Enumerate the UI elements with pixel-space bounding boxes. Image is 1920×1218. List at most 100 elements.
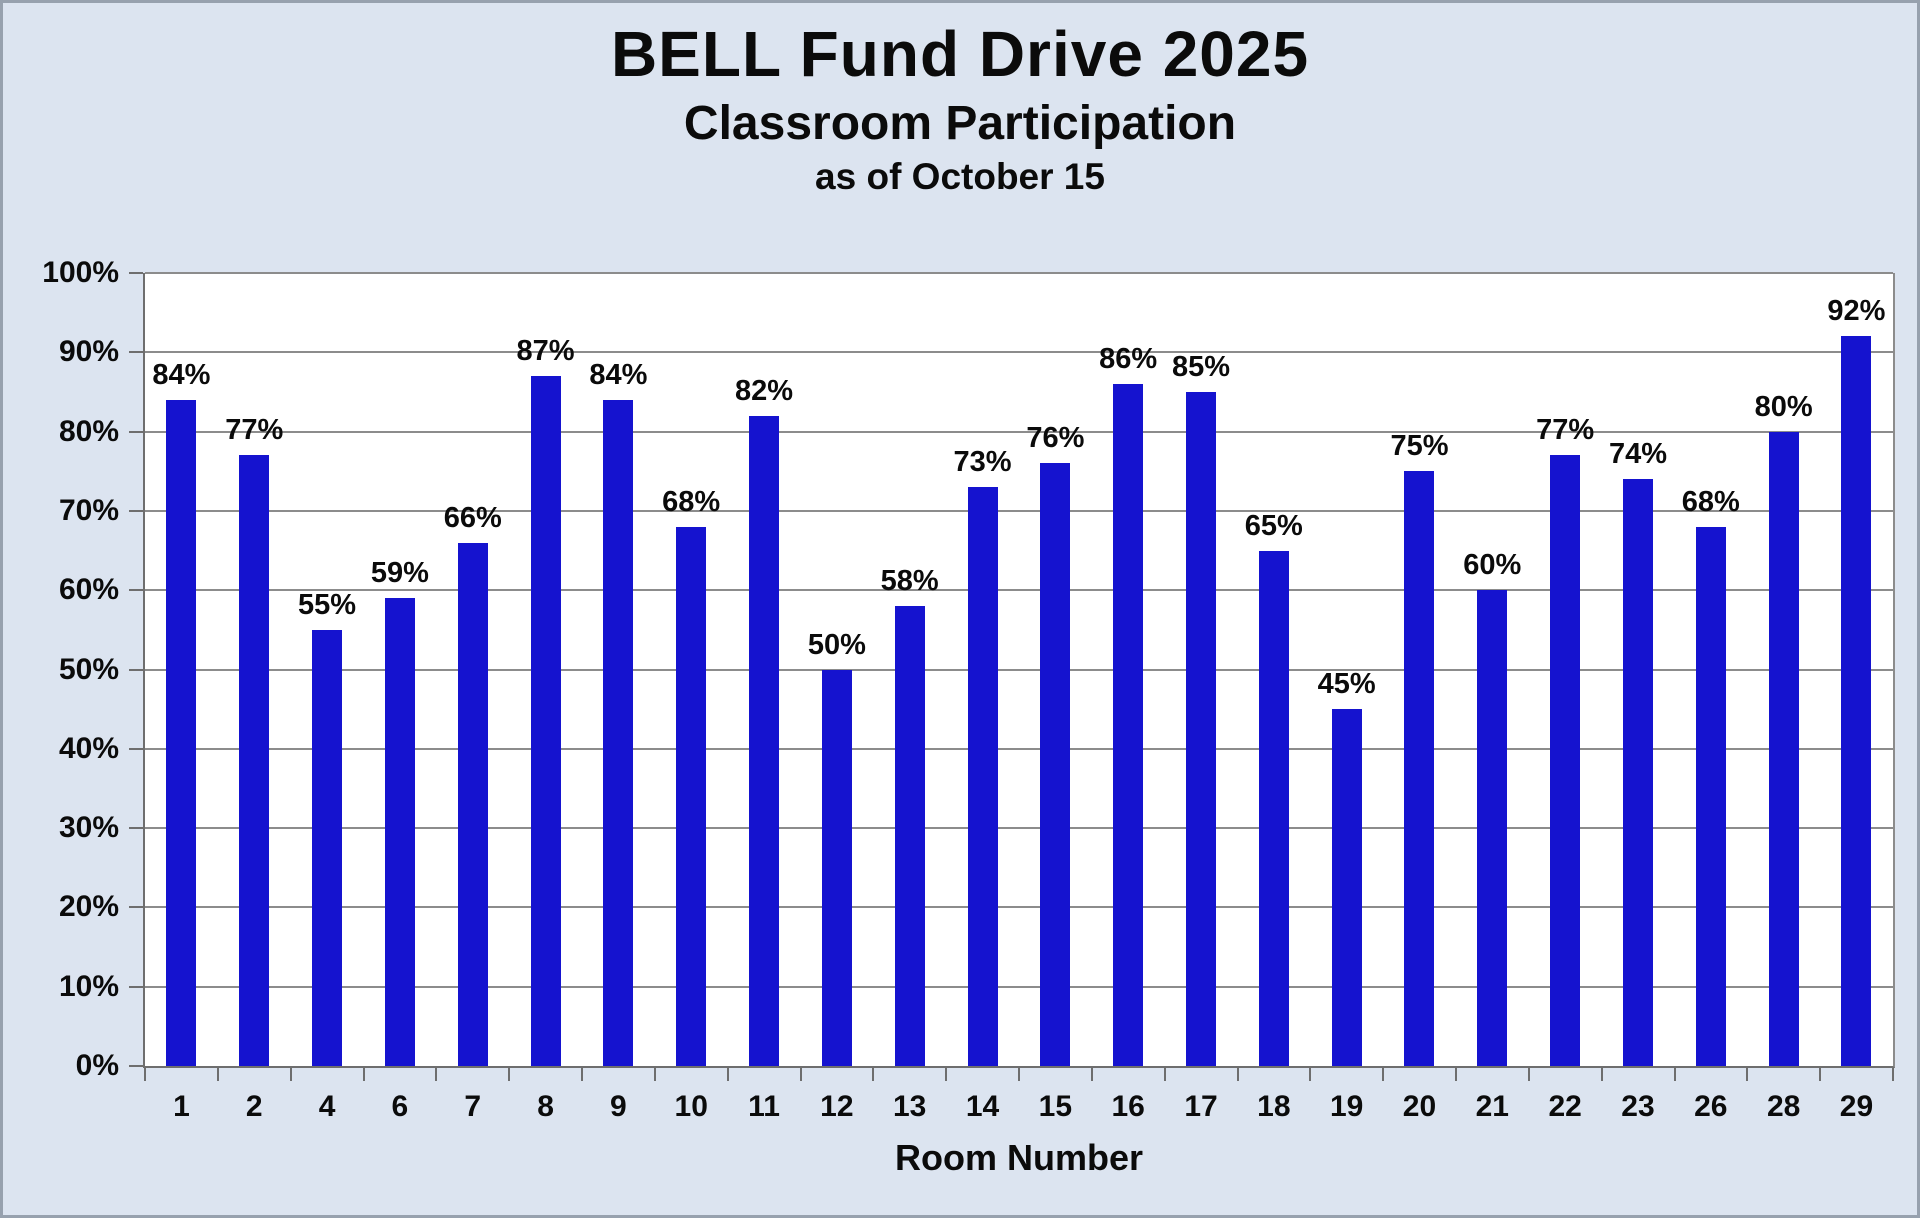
x-tick-24 xyxy=(1892,1068,1894,1081)
y-tick-70% xyxy=(129,509,143,512)
y-tick-label-20%: 20% xyxy=(58,890,119,924)
bar-value-label-room-15: 76% xyxy=(1026,422,1085,455)
x-tick-1 xyxy=(216,1068,219,1081)
x-tick-6 xyxy=(581,1068,583,1081)
category-slot-17: 85% 17 xyxy=(1165,273,1238,1121)
bar-room-16 xyxy=(1113,384,1144,1066)
category-slot-1: 84% 1 xyxy=(145,273,218,1121)
gridline-50% xyxy=(145,668,1893,671)
bar-room-22 xyxy=(1550,455,1581,1066)
bar-value-label-room-16: 86% xyxy=(1099,343,1158,376)
bar-value-label-room-29: 92% xyxy=(1827,295,1886,328)
bar-room-8 xyxy=(530,376,561,1066)
bar-value-label-room-7: 66% xyxy=(443,501,502,534)
gridline-70% xyxy=(145,509,1893,512)
bar-value-label-room-1: 84% xyxy=(152,358,211,391)
x-tick-4 xyxy=(435,1068,438,1081)
x-tick-15 xyxy=(1236,1068,1239,1081)
category-slot-15: 76% 15 xyxy=(1019,273,1092,1122)
y-tick-0% xyxy=(129,1065,143,1067)
x-category-label-8: 8 xyxy=(537,1090,554,1123)
x-category-label-19: 19 xyxy=(1329,1090,1364,1123)
y-tick-100% xyxy=(129,272,143,274)
bar-value-label-room-11: 82% xyxy=(735,374,794,407)
category-slot-28: 80% 28 xyxy=(1747,273,1820,1121)
y-tick-label-50%: 50% xyxy=(58,652,119,686)
bar-value-label-room-14: 73% xyxy=(953,446,1012,479)
y-tick-80% xyxy=(129,430,143,433)
x-tick-18 xyxy=(1455,1068,1457,1081)
x-category-label-21: 21 xyxy=(1475,1090,1509,1123)
bar-room-10 xyxy=(676,526,707,1066)
x-tick-7 xyxy=(653,1068,656,1081)
bar-value-label-room-21: 60% xyxy=(1463,549,1522,582)
x-tick-11 xyxy=(945,1068,948,1081)
bar-room-26 xyxy=(1695,526,1726,1066)
chart-annotation: as of October 15 xyxy=(815,156,1105,198)
y-tick-label-70%: 70% xyxy=(58,493,119,527)
bar-value-label-room-28: 80% xyxy=(1754,390,1813,423)
x-category-label-20: 20 xyxy=(1402,1090,1437,1123)
chart-title: BELL Fund Drive 2025 xyxy=(610,18,1310,90)
x-category-label-1: 1 xyxy=(173,1090,190,1123)
category-slot-11: 82% 11 xyxy=(728,273,801,1121)
bar-value-label-room-19: 45% xyxy=(1317,668,1376,701)
x-tick-16 xyxy=(1309,1068,1312,1081)
y-tick-label-60%: 60% xyxy=(58,573,119,607)
category-slot-29: 92% 29 xyxy=(1820,273,1893,1122)
y-tick-10% xyxy=(129,985,143,988)
bar-value-label-room-4: 55% xyxy=(298,588,357,621)
category-slot-7: 66% 7 xyxy=(436,273,509,1121)
bar-room-17 xyxy=(1186,391,1216,1066)
x-category-label-26: 26 xyxy=(1694,1090,1728,1123)
bar-room-20 xyxy=(1404,471,1435,1066)
x-category-label-4: 4 xyxy=(318,1090,336,1123)
category-slot-12: 50% 12 xyxy=(800,273,873,1122)
bar-room-13 xyxy=(894,606,925,1066)
category-slot-18: 65% 18 xyxy=(1237,273,1310,1121)
bar-value-label-room-17: 85% xyxy=(1171,350,1231,383)
x-category-label-29: 29 xyxy=(1839,1090,1874,1123)
y-tick-50% xyxy=(129,668,143,671)
bar-room-2 xyxy=(239,455,270,1066)
bar-room-11 xyxy=(749,415,780,1066)
bar-value-label-room-2: 77% xyxy=(225,414,284,447)
bar-room-23 xyxy=(1622,479,1653,1066)
x-category-label-7: 7 xyxy=(464,1090,482,1123)
bar-room-12 xyxy=(821,669,852,1066)
bar-room-21 xyxy=(1477,590,1508,1066)
x-tick-14 xyxy=(1163,1068,1166,1081)
x-category-label-16: 16 xyxy=(1111,1090,1145,1123)
bar-value-label-room-26: 68% xyxy=(1681,485,1740,518)
category-slot-23: 74% 23 xyxy=(1602,273,1675,1122)
x-category-label-14: 14 xyxy=(965,1090,1000,1123)
gridline-60% xyxy=(145,589,1893,592)
x-tick-13 xyxy=(1090,1068,1093,1081)
bar-room-19 xyxy=(1331,709,1362,1066)
bar-value-label-room-23: 74% xyxy=(1608,438,1667,471)
y-tick-label-30%: 30% xyxy=(58,811,119,845)
x-category-label-6: 6 xyxy=(391,1090,409,1123)
y-tick-label-90%: 90% xyxy=(58,335,119,369)
x-tick-2 xyxy=(289,1068,292,1081)
bar-value-label-room-10: 68% xyxy=(662,485,721,518)
bar-room-18 xyxy=(1258,550,1289,1066)
bar-room-14 xyxy=(967,487,998,1066)
y-tick-label-100%: 100% xyxy=(42,256,119,289)
plot-area: 0% 10% 20% 30% 40% 50% 60% 70% 80% 90% 100% 84% 1 77… xyxy=(42,258,1895,1176)
bar-value-label-room-12: 50% xyxy=(807,628,866,661)
category-slot-8: 87% 8 xyxy=(509,273,582,1122)
bar-value-label-room-9: 84% xyxy=(589,358,648,391)
category-slot-19: 45% 19 xyxy=(1310,273,1383,1122)
bar-room-6 xyxy=(384,598,415,1066)
bar-room-29 xyxy=(1841,336,1872,1066)
x-axis-title: Room Number xyxy=(894,1137,1144,1178)
gridline-30% xyxy=(145,827,1893,830)
chart-subtitle: Classroom Participation xyxy=(683,96,1237,150)
category-slot-20: 75% 20 xyxy=(1383,273,1456,1122)
bars-layer: 84% 1 77% 2 55% 4 59% 6 66% 7 87% 8 84% 9 68% 10 82% 11 50… xyxy=(145,273,1893,1122)
category-slot-22: 77% 22 xyxy=(1529,273,1602,1122)
category-slot-9: 84% 9 xyxy=(582,273,655,1121)
bar-value-label-room-6: 59% xyxy=(370,557,429,590)
x-tick-10 xyxy=(872,1068,875,1081)
